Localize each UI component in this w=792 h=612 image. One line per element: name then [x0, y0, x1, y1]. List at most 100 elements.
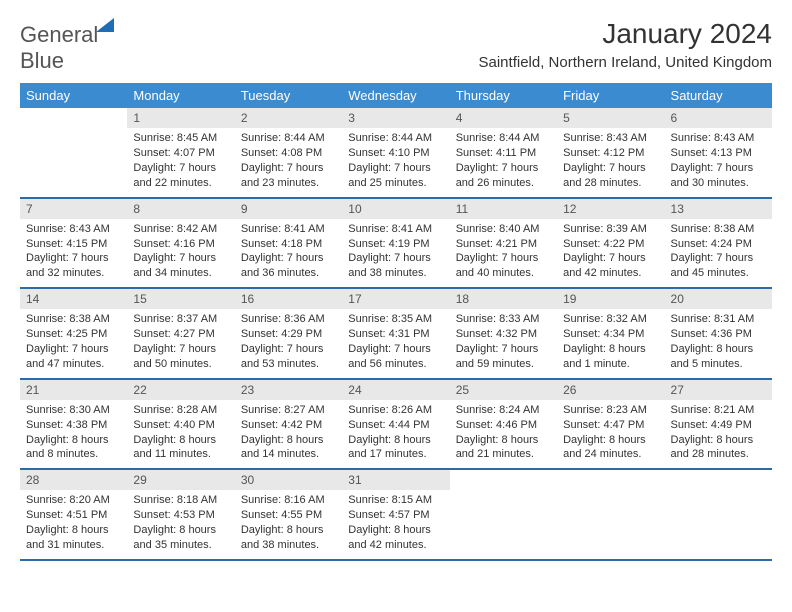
- day-sunrise: Sunrise: 8:42 AM: [133, 222, 228, 237]
- day-sunrise: Sunrise: 8:44 AM: [456, 131, 551, 146]
- day-day2: and 21 minutes.: [456, 447, 551, 462]
- day-day2: and 24 minutes.: [563, 447, 658, 462]
- day-cell: 30Sunrise: 8:16 AMSunset: 4:55 PMDayligh…: [235, 470, 342, 559]
- day-number: 19: [557, 289, 664, 309]
- logo-text: General Blue: [20, 18, 114, 74]
- day-cell: 18Sunrise: 8:33 AMSunset: 4:32 PMDayligh…: [450, 289, 557, 378]
- week-row: 7Sunrise: 8:43 AMSunset: 4:15 PMDaylight…: [20, 199, 772, 290]
- day-number: 6: [665, 108, 772, 128]
- day-sunrise: Sunrise: 8:41 AM: [348, 222, 443, 237]
- day-day2: and 5 minutes.: [671, 357, 766, 372]
- day-number: 11: [450, 199, 557, 219]
- day-day2: and 32 minutes.: [26, 266, 121, 281]
- day-sunrise: Sunrise: 8:15 AM: [348, 493, 443, 508]
- day-day1: Daylight: 7 hours: [133, 342, 228, 357]
- day-sunset: Sunset: 4:55 PM: [241, 508, 336, 523]
- day-day2: and 53 minutes.: [241, 357, 336, 372]
- day-number: 28: [20, 470, 127, 490]
- header-wednesday: Wednesday: [342, 83, 449, 108]
- day-cell: 5Sunrise: 8:43 AMSunset: 4:12 PMDaylight…: [557, 108, 664, 197]
- day-day1: Daylight: 8 hours: [133, 523, 228, 538]
- day-cell: 3Sunrise: 8:44 AMSunset: 4:10 PMDaylight…: [342, 108, 449, 197]
- day-number: 3: [342, 108, 449, 128]
- header-tuesday: Tuesday: [235, 83, 342, 108]
- day-sunrise: Sunrise: 8:30 AM: [26, 403, 121, 418]
- day-sunrise: Sunrise: 8:40 AM: [456, 222, 551, 237]
- day-cell: 27Sunrise: 8:21 AMSunset: 4:49 PMDayligh…: [665, 380, 772, 469]
- day-day2: and 11 minutes.: [133, 447, 228, 462]
- day-sunset: Sunset: 4:57 PM: [348, 508, 443, 523]
- day-cell: 14Sunrise: 8:38 AMSunset: 4:25 PMDayligh…: [20, 289, 127, 378]
- logo-text-grey: General: [20, 22, 98, 47]
- day-cell: 2Sunrise: 8:44 AMSunset: 4:08 PMDaylight…: [235, 108, 342, 197]
- day-number: 22: [127, 380, 234, 400]
- day-number: 9: [235, 199, 342, 219]
- logo-text-blue: Blue: [20, 48, 64, 73]
- day-number: 4: [450, 108, 557, 128]
- day-sunset: Sunset: 4:46 PM: [456, 418, 551, 433]
- day-cell: 25Sunrise: 8:24 AMSunset: 4:46 PMDayligh…: [450, 380, 557, 469]
- day-sunset: Sunset: 4:10 PM: [348, 146, 443, 161]
- day-sunset: Sunset: 4:19 PM: [348, 237, 443, 252]
- day-day2: and 59 minutes.: [456, 357, 551, 372]
- day-sunrise: Sunrise: 8:31 AM: [671, 312, 766, 327]
- day-cell: 31Sunrise: 8:15 AMSunset: 4:57 PMDayligh…: [342, 470, 449, 559]
- logo: General Blue: [20, 18, 114, 74]
- day-day1: Daylight: 7 hours: [133, 161, 228, 176]
- day-number: 10: [342, 199, 449, 219]
- day-sunset: Sunset: 4:40 PM: [133, 418, 228, 433]
- day-day1: Daylight: 7 hours: [26, 342, 121, 357]
- day-number: 2: [235, 108, 342, 128]
- day-sunrise: Sunrise: 8:18 AM: [133, 493, 228, 508]
- day-sunrise: Sunrise: 8:23 AM: [563, 403, 658, 418]
- day-sunrise: Sunrise: 8:27 AM: [241, 403, 336, 418]
- header-monday: Monday: [127, 83, 234, 108]
- day-number: 25: [450, 380, 557, 400]
- day-cell: 12Sunrise: 8:39 AMSunset: 4:22 PMDayligh…: [557, 199, 664, 288]
- day-sunset: Sunset: 4:07 PM: [133, 146, 228, 161]
- day-day1: Daylight: 7 hours: [348, 251, 443, 266]
- day-day2: and 50 minutes.: [133, 357, 228, 372]
- day-sunset: Sunset: 4:53 PM: [133, 508, 228, 523]
- week-row: 1Sunrise: 8:45 AMSunset: 4:07 PMDaylight…: [20, 108, 772, 199]
- day-cell: [557, 470, 664, 559]
- day-sunset: Sunset: 4:24 PM: [671, 237, 766, 252]
- day-day1: Daylight: 7 hours: [133, 251, 228, 266]
- day-sunrise: Sunrise: 8:28 AM: [133, 403, 228, 418]
- day-day1: Daylight: 8 hours: [563, 433, 658, 448]
- day-day2: and 8 minutes.: [26, 447, 121, 462]
- day-number: 17: [342, 289, 449, 309]
- day-number: 26: [557, 380, 664, 400]
- day-number: 8: [127, 199, 234, 219]
- logo-sail-icon: [96, 18, 114, 32]
- day-sunset: Sunset: 4:25 PM: [26, 327, 121, 342]
- day-sunset: Sunset: 4:49 PM: [671, 418, 766, 433]
- day-cell: 10 Sunrise: 8:41 AMSunset: 4:19 PMDayligh…: [342, 199, 449, 288]
- day-sunrise: Sunrise: 8:38 AM: [671, 222, 766, 237]
- header-sunday: Sunday: [20, 83, 127, 108]
- day-day1: Daylight: 7 hours: [671, 161, 766, 176]
- day-cell: 29Sunrise: 8:18 AMSunset: 4:53 PMDayligh…: [127, 470, 234, 559]
- day-cell: [665, 470, 772, 559]
- day-day1: Daylight: 8 hours: [456, 433, 551, 448]
- day-day1: Daylight: 7 hours: [241, 342, 336, 357]
- day-day2: and 35 minutes.: [133, 538, 228, 553]
- day-sunset: Sunset: 4:08 PM: [241, 146, 336, 161]
- day-cell: 15Sunrise: 8:37 AMSunset: 4:27 PMDayligh…: [127, 289, 234, 378]
- day-sunrise: Sunrise: 8:20 AM: [26, 493, 121, 508]
- calendar-header-row: Sunday Monday Tuesday Wednesday Thursday…: [20, 83, 772, 108]
- day-day2: and 14 minutes.: [241, 447, 336, 462]
- day-day1: Daylight: 8 hours: [348, 433, 443, 448]
- day-cell: 24Sunrise: 8:26 AMSunset: 4:44 PMDayligh…: [342, 380, 449, 469]
- day-day1: Daylight: 8 hours: [133, 433, 228, 448]
- month-title: January 2024: [479, 18, 773, 50]
- day-day2: and 47 minutes.: [26, 357, 121, 372]
- day-cell: 17Sunrise: 8:35 AMSunset: 4:31 PMDayligh…: [342, 289, 449, 378]
- day-sunrise: Sunrise: 8:45 AM: [133, 131, 228, 146]
- day-sunrise: Sunrise: 8:43 AM: [671, 131, 766, 146]
- day-day1: Daylight: 8 hours: [26, 433, 121, 448]
- day-number: 20: [665, 289, 772, 309]
- day-day2: and 17 minutes.: [348, 447, 443, 462]
- day-day2: and 26 minutes.: [456, 176, 551, 191]
- day-sunrise: Sunrise: 8:37 AM: [133, 312, 228, 327]
